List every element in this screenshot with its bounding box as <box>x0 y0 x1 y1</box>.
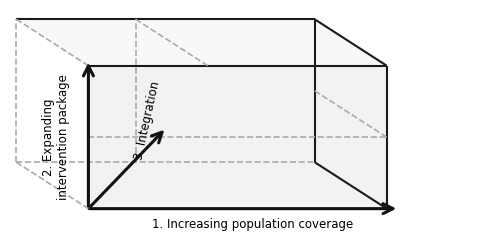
Text: 1. Increasing population coverage: 1. Increasing population coverage <box>152 218 353 231</box>
Text: 2. Expanding
intervention package: 2. Expanding intervention package <box>42 74 70 200</box>
Text: 3. Integration: 3. Integration <box>132 80 162 161</box>
Polygon shape <box>16 19 386 66</box>
Polygon shape <box>88 66 387 209</box>
